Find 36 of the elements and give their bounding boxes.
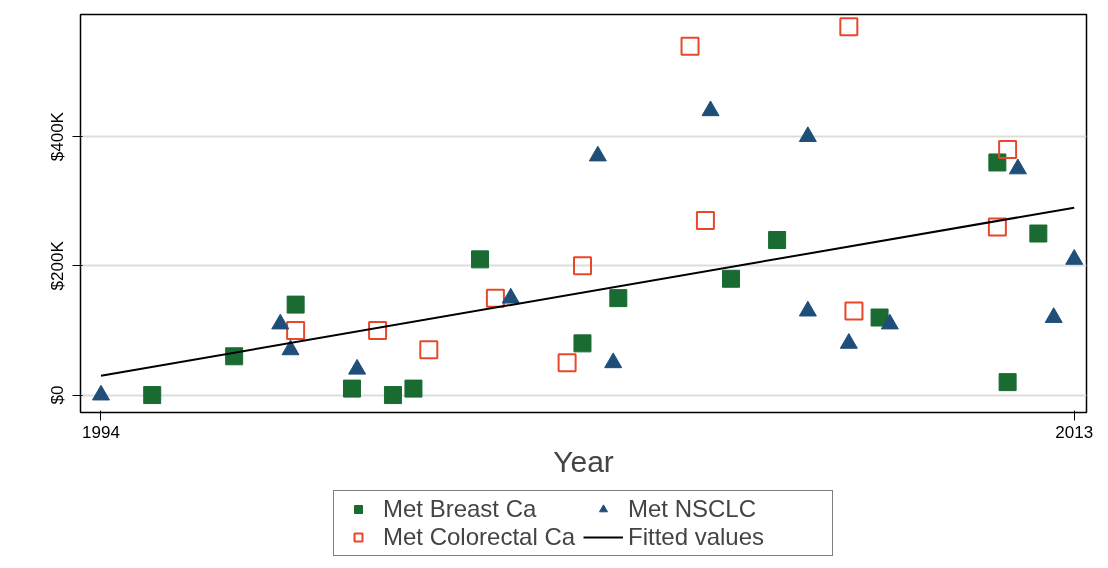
- point: [988, 153, 1007, 172]
- point: [471, 250, 490, 269]
- point: [844, 301, 864, 321]
- legend-label: Met Breast Ca: [383, 494, 538, 523]
- point: [286, 295, 305, 314]
- point: [998, 373, 1017, 392]
- point: [286, 320, 306, 340]
- x-axis-title: Year: [553, 444, 614, 478]
- point: [609, 289, 628, 308]
- legend-label: Fitted values: [628, 522, 766, 551]
- x-tick-label: 1994: [82, 422, 120, 442]
- y-tick-label: $0: [48, 385, 68, 405]
- point: [680, 36, 700, 56]
- point: [987, 217, 1007, 237]
- point: [768, 230, 787, 249]
- point: [839, 17, 859, 37]
- point: [722, 269, 741, 288]
- point: [485, 288, 505, 308]
- point: [998, 140, 1018, 160]
- point: [1029, 224, 1048, 243]
- y-tick-label: $200K: [48, 240, 68, 291]
- point: [342, 379, 361, 398]
- point: [798, 126, 817, 143]
- point: [419, 340, 439, 360]
- point: [695, 211, 715, 231]
- x-tick-label: 2013: [1055, 422, 1094, 442]
- legend-label: Met Colorectal Ca: [383, 522, 577, 551]
- point: [143, 386, 162, 405]
- point: [572, 256, 592, 276]
- point: [383, 386, 402, 405]
- point: [368, 320, 388, 340]
- y-tick-label: $400K: [48, 111, 68, 162]
- legend-label: Met NSCLC: [628, 494, 758, 523]
- point: [573, 334, 592, 353]
- point: [557, 353, 577, 373]
- point: [404, 379, 423, 398]
